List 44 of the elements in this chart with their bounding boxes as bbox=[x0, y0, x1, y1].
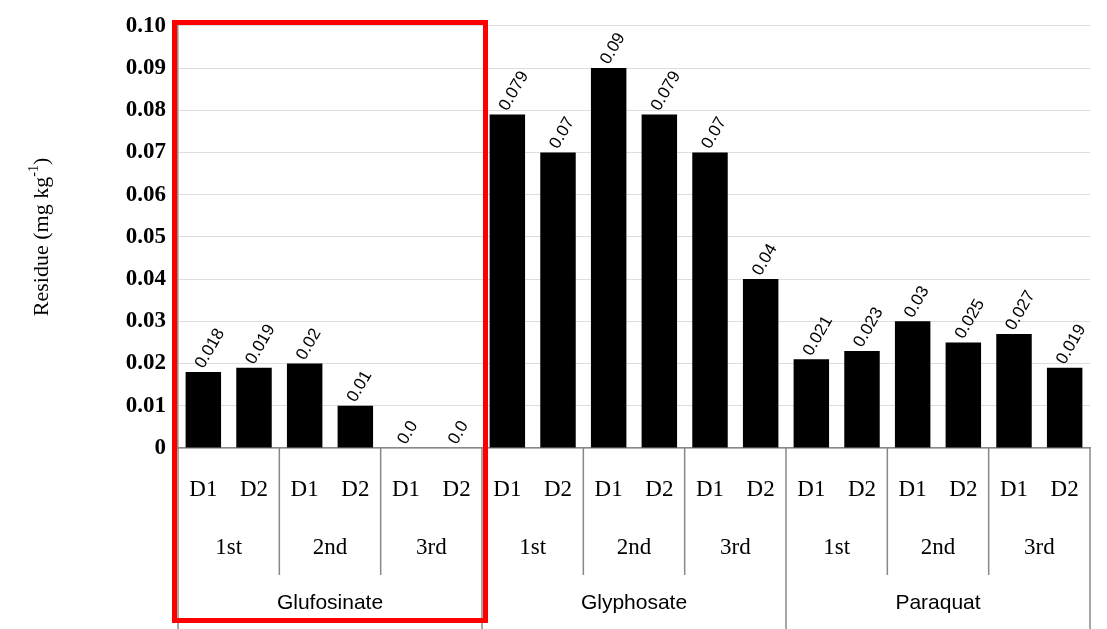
x-tick-label: D2 bbox=[543, 476, 573, 502]
x-tick-label: D1 bbox=[493, 476, 522, 502]
x-tick-label: D2 bbox=[1050, 476, 1079, 502]
text: Glufosinate bbox=[276, 589, 384, 613]
x-tick-label: D2 bbox=[645, 476, 674, 502]
y-tick-label: 0.04 bbox=[125, 265, 167, 291]
y-tick-label: 0.03 bbox=[125, 307, 166, 333]
x-tick-label: D1 bbox=[594, 476, 623, 502]
x-tick-label: D1 bbox=[189, 476, 218, 502]
x-tick-label: D2 bbox=[847, 476, 877, 502]
text: 2nd bbox=[616, 534, 652, 560]
x-tick-label: D1 bbox=[898, 476, 927, 502]
text: 2nd bbox=[920, 534, 956, 560]
text: 1st bbox=[823, 534, 851, 560]
text: Paraquat bbox=[895, 589, 981, 613]
x-tick-label: D1 bbox=[797, 476, 826, 502]
y-tick-label: 0.09 bbox=[125, 53, 166, 79]
data-label: 0.0 bbox=[393, 417, 422, 448]
x-tick-label: D1 bbox=[391, 476, 421, 502]
x-tick-label: D1 bbox=[999, 476, 1029, 502]
y-tick-label: 0 bbox=[154, 433, 166, 459]
x-tick-label: D2 bbox=[341, 476, 370, 502]
text: 2nd bbox=[312, 534, 348, 560]
text: 3rd bbox=[416, 534, 448, 560]
x-tick-label: D2 bbox=[442, 476, 471, 502]
text: 1st bbox=[215, 534, 243, 560]
text: 1st bbox=[519, 534, 547, 560]
y-tick-label: 0.08 bbox=[125, 96, 166, 122]
data-label: 0.0 bbox=[443, 417, 472, 448]
x-tick-label: D1 bbox=[290, 476, 319, 502]
y-tick-label: 0.02 bbox=[125, 349, 166, 375]
text: 3rd bbox=[720, 534, 752, 560]
y-axis-title: Residue (mg kg-1) bbox=[25, 157, 53, 317]
y-tick-label: 0.05 bbox=[125, 222, 166, 248]
text: Glyphosate bbox=[580, 589, 688, 613]
x-tick-label: D2 bbox=[746, 476, 775, 502]
y-tick-label: 0.10 bbox=[125, 11, 166, 37]
x-tick-label: D1 bbox=[695, 476, 725, 502]
x-tick-label: D2 bbox=[949, 476, 978, 502]
text: 3rd bbox=[1024, 534, 1056, 560]
y-tick-label: 0.01 bbox=[125, 391, 166, 417]
y-tick-label: 0.06 bbox=[125, 180, 166, 206]
x-tick-label: D2 bbox=[239, 476, 269, 502]
y-tick-label: 0.07 bbox=[125, 138, 166, 164]
